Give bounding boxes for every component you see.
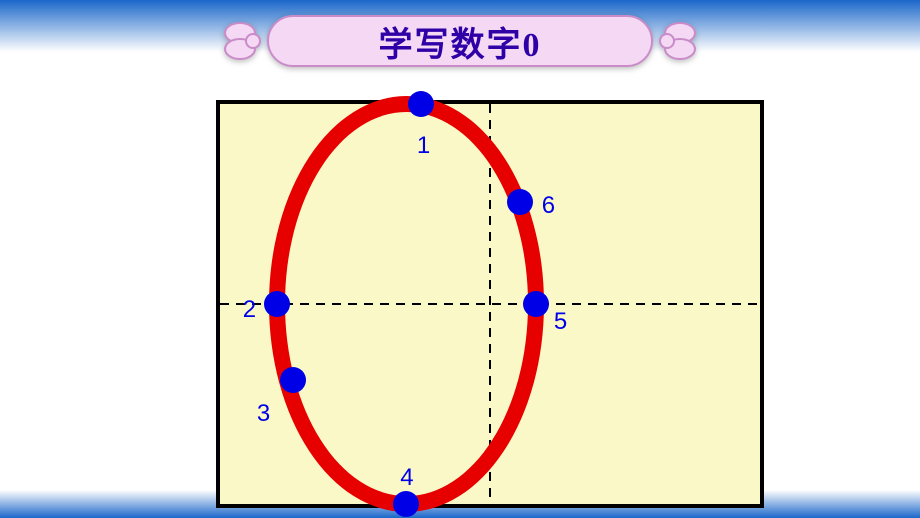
writing-grid: 1 2 3 4 5 6 bbox=[216, 100, 764, 508]
title-ribbon-body: 学写数字0 bbox=[267, 15, 653, 67]
digit-zero-stroke bbox=[269, 96, 544, 512]
page-title: 学写数字0 bbox=[379, 17, 542, 66]
slide: 学写数字0 1 2 3 4 5 6 bbox=[0, 0, 920, 518]
stroke-point-5 bbox=[523, 291, 549, 317]
stroke-point-4 bbox=[393, 491, 419, 517]
bow-left-icon bbox=[223, 21, 277, 61]
title-ribbon: 学写数字0 bbox=[223, 15, 697, 67]
stroke-point-2 bbox=[264, 291, 290, 317]
writing-grid-container: 1 2 3 4 5 6 bbox=[216, 100, 764, 508]
stroke-point-3 bbox=[280, 367, 306, 393]
stroke-point-label-6: 6 bbox=[542, 192, 555, 220]
stroke-point-label-1: 1 bbox=[417, 132, 430, 160]
stroke-point-label-4: 4 bbox=[400, 464, 413, 492]
stroke-point-6 bbox=[507, 189, 533, 215]
stroke-point-label-5: 5 bbox=[554, 308, 567, 336]
stroke-point-label-3: 3 bbox=[257, 400, 270, 428]
stroke-point-label-2: 2 bbox=[243, 296, 256, 324]
stroke-point-1 bbox=[408, 91, 434, 117]
bow-right-icon bbox=[643, 21, 697, 61]
